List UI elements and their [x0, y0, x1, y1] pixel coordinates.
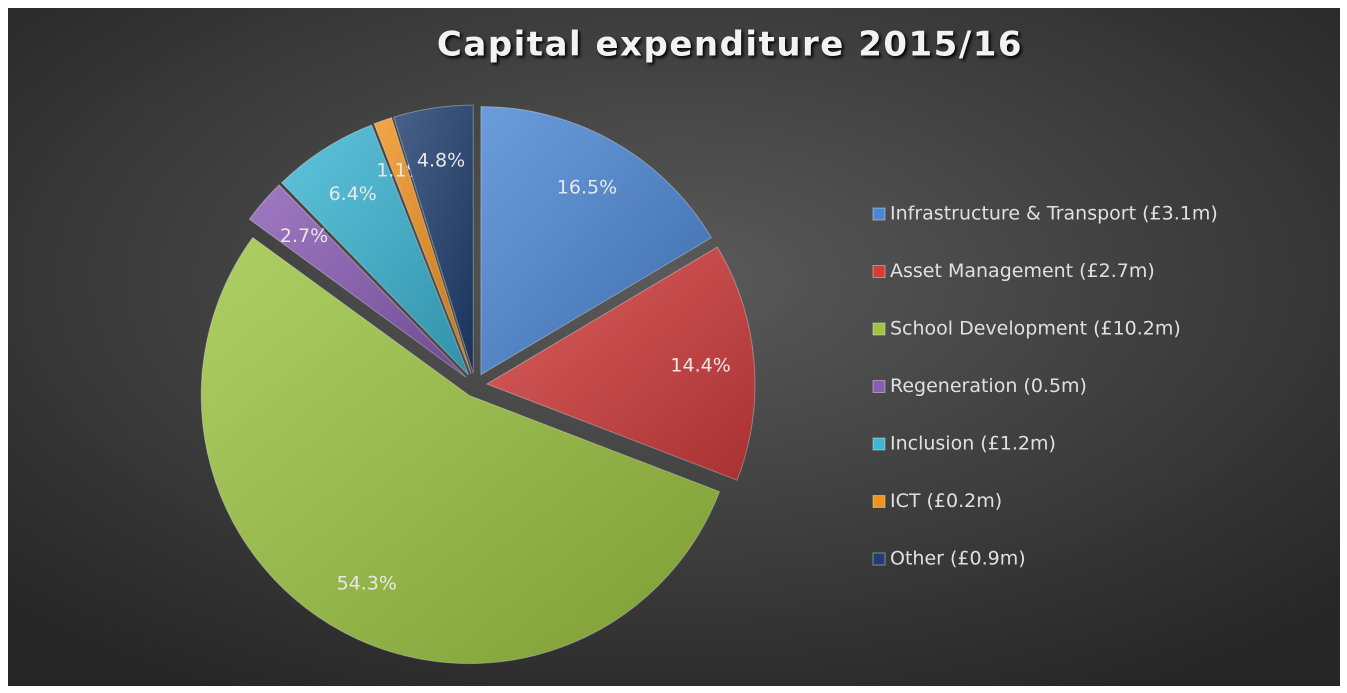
slice-shade: [480, 106, 712, 375]
legend-marker: [872, 380, 886, 393]
legend-label: Infrastructure & Transport (£3.1m): [890, 203, 1218, 225]
slice-shade: [374, 117, 472, 374]
legend-label: School Development (£10.2m): [890, 318, 1181, 340]
slice-shade: [393, 105, 474, 374]
slice-shade: [486, 247, 755, 481]
slice-shade: [281, 125, 469, 375]
legend-marker: [872, 552, 886, 566]
slice-shade: [201, 237, 720, 664]
chart-title: Capital expenditure 2015/16: [437, 25, 1023, 65]
slice-shade: [249, 184, 466, 378]
data-label: 4.8%: [417, 150, 465, 172]
data-label: 16.5%: [557, 177, 617, 199]
legend-marker: [872, 322, 886, 336]
legend-marker: [872, 265, 886, 278]
data-label: 54.3%: [337, 572, 397, 594]
legend-label: ICT (£0.2m): [890, 490, 1002, 512]
data-label: 14.4%: [670, 354, 730, 376]
data-label: 6.4%: [329, 183, 377, 205]
legend-label: Other (£0.9m): [890, 548, 1026, 570]
legend-marker: [872, 207, 886, 221]
data-label: 2.7%: [280, 225, 328, 247]
legend-label: Asset Management (£2.7m): [890, 260, 1155, 282]
legend-marker: [872, 437, 886, 451]
legend-label: Regeneration (0.5m): [890, 375, 1087, 397]
legend-marker: [872, 495, 886, 508]
legend-label: Inclusion (£1.2m): [890, 433, 1056, 455]
